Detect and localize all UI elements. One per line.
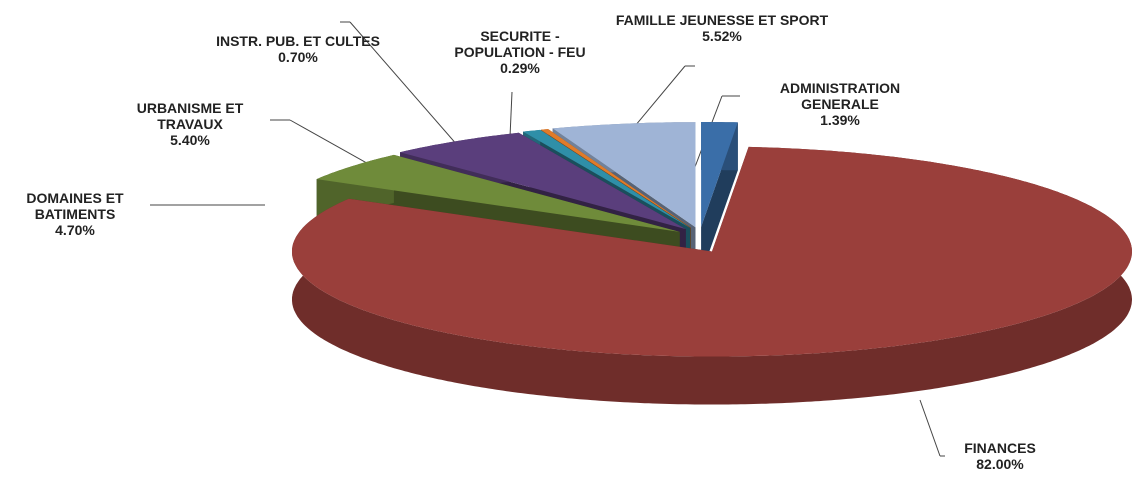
category-label: SECURITE - POPULATION - FEU [454, 28, 586, 60]
value-label: 5.40% [170, 132, 210, 148]
slice-top [292, 146, 1132, 357]
slice-top [400, 132, 686, 230]
value-label: 0.29% [500, 60, 540, 76]
value-label: 1.39% [820, 112, 860, 128]
slice-top [701, 122, 738, 227]
category-label: DOMAINES ET BATIMENTS [26, 190, 124, 222]
data-label: FAMILLE JEUNESSE ET SPORT 5.52% [597, 12, 847, 44]
data-label: DOMAINES ET BATIMENTS 4.70% [0, 190, 155, 238]
slice [292, 146, 1132, 405]
category-label: URBANISME ET TRAVAUX [136, 100, 244, 132]
data-label: INSTR. PUB. ET CULTES 0.70% [168, 33, 428, 65]
slice-top [316, 154, 680, 232]
slice-top [552, 122, 696, 228]
value-label: 5.52% [702, 28, 742, 44]
slice-top [541, 129, 691, 228]
value-label: 0.70% [278, 49, 318, 65]
data-label: FINANCES 82.00% [930, 440, 1070, 472]
category-label: INSTR. PUB. ET CULTES [216, 33, 380, 49]
category-label: FAMILLE JEUNESSE ET SPORT [615, 12, 829, 28]
data-label: URBANISME ET TRAVAUX 5.40% [105, 100, 275, 148]
slice-top [523, 129, 691, 228]
value-label: 82.00% [976, 456, 1024, 472]
slice [701, 122, 738, 276]
value-label: 4.70% [55, 222, 95, 238]
category-label: ADMINISTRATION GENERALE [779, 80, 901, 112]
category-label: FINANCES [964, 440, 1036, 456]
leader-line [919, 399, 941, 457]
data-label: SECURITE - POPULATION - FEU 0.29% [435, 28, 605, 76]
data-label: ADMINISTRATION GENERALE 1.39% [740, 80, 940, 128]
